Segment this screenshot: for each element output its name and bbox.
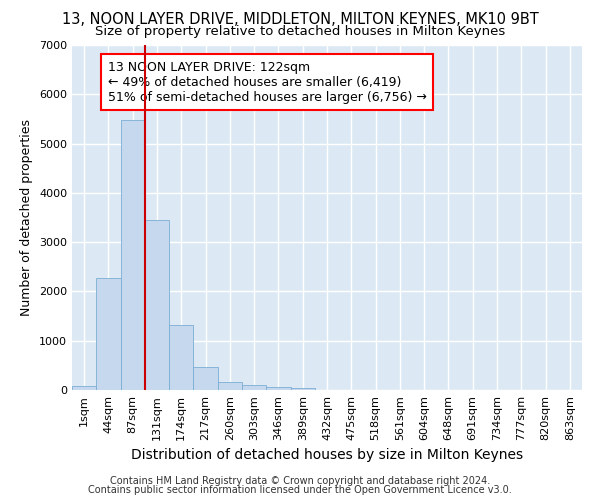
Bar <box>218 382 242 390</box>
Bar <box>290 388 315 390</box>
Bar <box>242 385 266 390</box>
Text: 13, NOON LAYER DRIVE, MIDDLETON, MILTON KEYNES, MK10 9BT: 13, NOON LAYER DRIVE, MIDDLETON, MILTON … <box>62 12 538 28</box>
Bar <box>121 120 145 390</box>
Bar <box>72 386 96 390</box>
Text: Contains public sector information licensed under the Open Government Licence v3: Contains public sector information licen… <box>88 485 512 495</box>
Y-axis label: Number of detached properties: Number of detached properties <box>20 119 34 316</box>
X-axis label: Distribution of detached houses by size in Milton Keynes: Distribution of detached houses by size … <box>131 448 523 462</box>
Bar <box>169 326 193 390</box>
Text: Contains HM Land Registry data © Crown copyright and database right 2024.: Contains HM Land Registry data © Crown c… <box>110 476 490 486</box>
Text: 13 NOON LAYER DRIVE: 122sqm
← 49% of detached houses are smaller (6,419)
51% of : 13 NOON LAYER DRIVE: 122sqm ← 49% of det… <box>108 60 427 104</box>
Text: Size of property relative to detached houses in Milton Keynes: Size of property relative to detached ho… <box>95 25 505 38</box>
Bar <box>145 220 169 390</box>
Bar <box>266 387 290 390</box>
Bar <box>193 366 218 390</box>
Bar <box>96 278 121 390</box>
